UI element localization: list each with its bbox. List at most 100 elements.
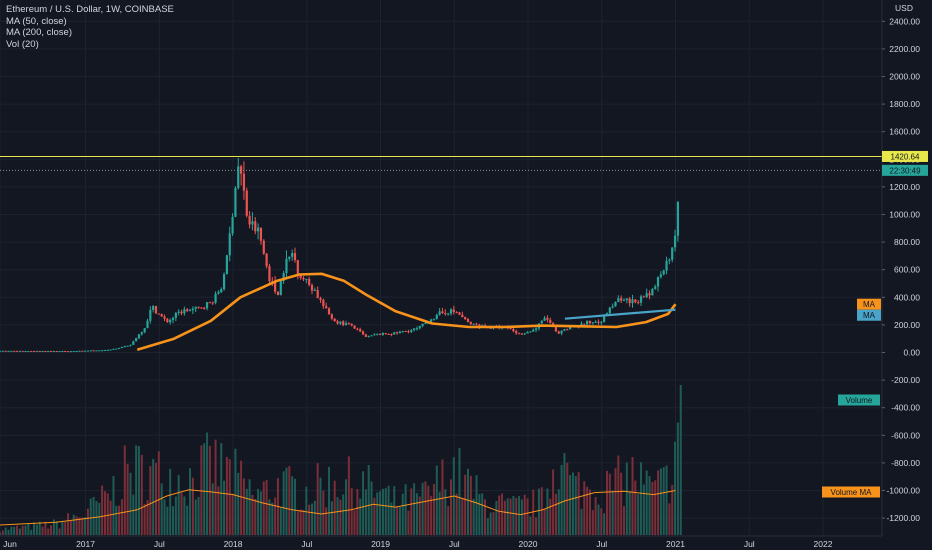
volume-bar [163, 499, 166, 535]
candle-body [356, 328, 359, 330]
candle-body [529, 331, 532, 333]
volume-bar [345, 479, 348, 535]
candle-body [225, 255, 229, 275]
volume-bar [50, 525, 53, 535]
candle-body [254, 221, 257, 232]
volume-bar [552, 469, 555, 535]
volume-ma-tag: Volume MA [822, 486, 880, 498]
volume-bar [30, 529, 33, 535]
volume-bar [234, 448, 237, 535]
candle-body [532, 329, 535, 332]
volume-bar [200, 445, 203, 535]
volume-bar [441, 459, 444, 535]
volume-bar [560, 464, 563, 535]
candle-body [140, 332, 143, 335]
volume-bar [489, 512, 492, 535]
candle-body [370, 335, 373, 337]
volume-bar [35, 524, 38, 535]
candle-body [447, 313, 450, 315]
volume-bar [271, 502, 274, 535]
candle-body [35, 350, 38, 352]
volume-bar [654, 480, 657, 535]
price-axis[interactable]: USD 2400.00 2200.00 2000.00 1800.00 1600.00 14… [881, 0, 932, 550]
volume-bar [183, 496, 186, 535]
volume-bar [549, 498, 552, 535]
candle-body [407, 331, 410, 333]
volume-bar [503, 500, 506, 535]
volume-bar [648, 476, 651, 535]
legend-symbol[interactable]: Ethereum / U.S. Dollar, 1W, COINBASE [6, 4, 174, 15]
ma-tag-blue: MA [857, 309, 881, 321]
candle-body [569, 326, 572, 330]
volume-bar [299, 509, 302, 535]
volume-bar [415, 493, 418, 535]
candle-body [293, 253, 297, 261]
candle-body [656, 276, 660, 287]
volume-bar [586, 486, 589, 535]
volume-bar [398, 506, 401, 535]
candle-body [191, 308, 194, 311]
candle-body [83, 350, 87, 352]
high-price-tag-label: 1420.64 [891, 152, 920, 161]
volume-bar [481, 493, 484, 535]
legend-vol[interactable]: Vol (20) [6, 38, 39, 50]
candle-body [347, 323, 350, 325]
candle-body [24, 350, 27, 352]
candle-body [13, 350, 16, 352]
price-tick-label: -1000.00 [886, 486, 920, 496]
candle-body [15, 350, 19, 352]
candle-body [143, 328, 146, 333]
volume-bar [637, 494, 640, 535]
legend-ma50[interactable]: MA (50, close) [6, 15, 67, 27]
volume-bar [356, 489, 359, 535]
volume-bar [328, 466, 331, 535]
volume-bar [495, 500, 498, 535]
volume-bar [325, 507, 328, 535]
volume-bar [146, 500, 149, 535]
volume-bar [129, 472, 132, 535]
volume-bar [245, 488, 248, 535]
volume-bar [186, 505, 189, 535]
volume-bar [112, 476, 115, 535]
candle-body [336, 321, 339, 324]
volume-bar [617, 455, 620, 535]
volume-bar [84, 517, 87, 535]
candle-body [103, 350, 107, 352]
volume-bar [149, 466, 152, 535]
volume-bar [603, 513, 606, 535]
volume-bar [469, 475, 472, 535]
volume-bar [583, 481, 586, 535]
volume-bar [313, 500, 316, 535]
price-tick-label: 1600.00 [889, 127, 920, 137]
candle-body [415, 328, 419, 330]
candle-body [594, 321, 597, 323]
countdown-tag: 22:30:49 [882, 164, 928, 176]
volume-bar [166, 506, 169, 535]
legend-ma200[interactable]: MA (200, close) [6, 27, 72, 38]
candle-body [404, 330, 407, 332]
volume-bar [67, 513, 70, 535]
candle-body [49, 350, 53, 352]
volume-bar [427, 485, 430, 535]
candle-body [30, 350, 33, 352]
volume-bar [169, 469, 172, 535]
candle-body [308, 278, 311, 285]
volume-bar [47, 528, 50, 535]
volume-bar [174, 496, 177, 535]
time-axis[interactable]: Jun 2017 Jul 2018 Jul 2019 Jul 2020 Jul 2021 Jul 20… [0, 535, 882, 550]
time-tick-label: Jun [3, 539, 17, 549]
candle-body [549, 319, 552, 324]
price-tick-label: 2400.00 [889, 16, 920, 26]
ma200-line [564, 308, 676, 320]
volume-bar [484, 499, 487, 535]
candle-body [248, 215, 251, 225]
candle-body [186, 309, 189, 312]
candle-body [676, 202, 679, 236]
volume-bar [571, 472, 574, 535]
volume-bar [16, 525, 19, 535]
candle-body [101, 350, 104, 352]
candle-body [259, 227, 263, 241]
volume-bar [311, 503, 314, 535]
time-tick-label: 2022 [814, 539, 833, 549]
